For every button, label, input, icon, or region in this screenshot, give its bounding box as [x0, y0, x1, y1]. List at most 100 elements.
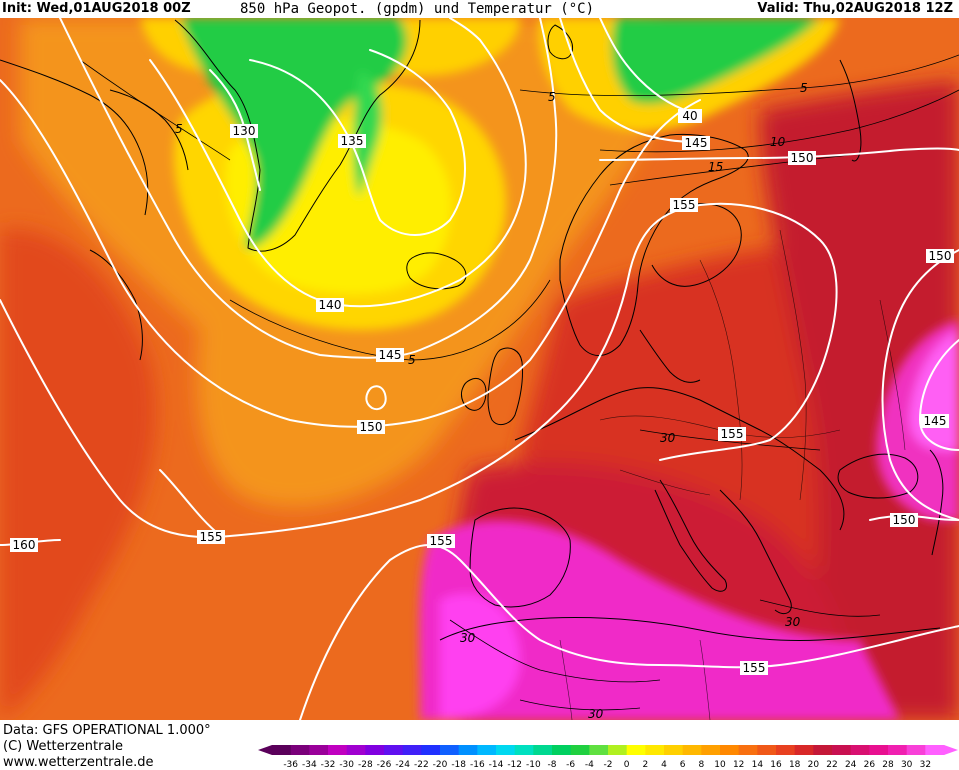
coast-europe: [514, 387, 845, 531]
coast-baffin: [109, 89, 189, 171]
geopot-label-145c: 145: [921, 414, 949, 428]
legend-tick-label: 16: [770, 760, 782, 770]
geopot-label-155d-text: 155: [430, 534, 453, 548]
geopot-label-145c-text: 145: [924, 414, 947, 428]
legend-swatch: [552, 745, 572, 755]
geopot-label-130-text: 130: [233, 124, 256, 138]
legend-swatch: [701, 745, 721, 755]
geopot-140: [149, 18, 527, 308]
coast-norway: [559, 133, 749, 356]
legend-tick-label: -12: [507, 760, 522, 770]
valid-time: Valid: Thu,02AUG2018 12Z: [757, 1, 953, 16]
geopot-label-140: 140: [316, 298, 344, 312]
temp-zone-west-atlantic: [0, 228, 157, 720]
border-asia-1: [879, 299, 906, 451]
legend-swatch: [496, 745, 516, 755]
legend-swatch: [925, 745, 945, 755]
legend-swatch: [906, 745, 926, 755]
border-europe-2: [699, 259, 743, 501]
temp-label-5b: 5: [408, 353, 416, 367]
temp-label-30d: 30: [588, 707, 604, 720]
legend-swatch: [272, 745, 292, 755]
legend-tick-label: -36: [283, 760, 298, 770]
border-africa-2: [699, 639, 711, 720]
legend-tick-label: -26: [377, 760, 392, 770]
legend-color-bar: [258, 745, 958, 755]
temp-zone-barents-green: [611, 18, 820, 104]
legend-tick-label: -8: [548, 760, 557, 770]
legend-swatch: [402, 745, 422, 755]
legend-tick-label: -16: [470, 760, 485, 770]
legend-swatch: [384, 745, 404, 755]
coast-italy: [654, 479, 727, 592]
legend-tick-label: 14: [752, 760, 764, 770]
legend-swatch: [570, 745, 590, 755]
geopot-label-135: 135: [338, 134, 366, 148]
legend-tick-label: 12: [733, 760, 744, 770]
temp-label-30a: 30: [460, 631, 476, 645]
geopot-150-southeast: [869, 514, 959, 521]
geopot-label-155b: 155: [670, 198, 698, 212]
temp-contour-10-east: [599, 89, 959, 153]
border-europe-4: [619, 469, 711, 496]
legend-tick-label: -22: [414, 760, 429, 770]
geopot-150-east: [881, 249, 959, 521]
temp-label-15: 15: [708, 160, 723, 174]
chart-title: 850 hPa Geopot. (gpdm) und Temperatur (°…: [240, 1, 595, 17]
legend-swatch: [776, 745, 796, 755]
legend-tick-label: -10: [526, 760, 541, 770]
geopot-label-150d: 150: [890, 513, 918, 527]
temp-contour-30-east: [639, 429, 821, 451]
legend-tick-label: -32: [321, 760, 336, 770]
temp-contour-30-south: [449, 619, 661, 683]
init-time: Init: Wed,01AUG2018 00Z: [2, 1, 191, 16]
legend-swatch: [682, 745, 702, 755]
legend-swatch: [888, 745, 908, 755]
geopot-150: [0, 79, 701, 428]
temp-zone-sahara-magenta-bright: [440, 593, 520, 720]
geopot-145-east: [919, 339, 959, 451]
geopot-145-north: [559, 18, 691, 143]
legend-swatch: [365, 745, 385, 755]
geopot-155-south: [299, 544, 959, 720]
legend-tick-label: 32: [920, 760, 931, 770]
geopot-label-150b-text: 150: [791, 151, 814, 165]
legend-tick-label: 4: [661, 760, 667, 770]
legend-swatch: [477, 745, 497, 755]
coast-britain: [487, 347, 523, 426]
geopot-label-150-text: 150: [360, 420, 383, 434]
coast-baltic: [639, 329, 701, 383]
temp-label-5c: 5: [800, 81, 808, 95]
legend-tick-label: 6: [680, 760, 686, 770]
geopot-label-160-text: 160: [13, 538, 36, 552]
chart-header: Init: Wed,01AUG2018 00Z 850 hPa Geopot. …: [0, 0, 959, 18]
border-europe-3: [779, 229, 807, 501]
legend-tick-label: 26: [864, 760, 876, 770]
legend-swatch: [626, 745, 646, 755]
legend-swatch: [608, 745, 628, 755]
geopot-label-145: 145: [376, 348, 404, 362]
temp-label-30c: 30: [785, 615, 801, 629]
coast-iceland: [406, 252, 467, 290]
geopot-145: [59, 18, 558, 359]
legend-swatch: [309, 745, 329, 755]
legend-swatch: [645, 745, 665, 755]
legend-tick-label: -2: [604, 760, 613, 770]
geopot-label-145b: 145: [682, 136, 710, 150]
legend-tick-label: 22: [826, 760, 837, 770]
geopot-label-150c: 150: [926, 249, 954, 263]
copyright-label: (C) Wetterzentrale: [3, 739, 124, 754]
website-label: www.wetterzentrale.de: [3, 755, 154, 770]
data-source-label: Data: GFS OPERATIONAL 1.000°: [3, 723, 211, 738]
legend-tick-labels: -36 -34 -32 -30 -28 -26 -24 -22 -20 -18 -16 -14 -12-…: [283, 760, 931, 770]
geopot-label-150c-text: 150: [929, 249, 952, 263]
legend-swatch: [440, 745, 460, 755]
coast-greenland: [174, 19, 421, 252]
legend-swatch: [290, 745, 310, 755]
coast-arctic-islands: [547, 24, 574, 60]
geopot-label-155c: 155: [718, 427, 746, 441]
geopot-label-155e: 155: [740, 661, 768, 675]
legend-tick-label: 24: [845, 760, 857, 770]
geopot-label-130: 130: [230, 124, 258, 138]
